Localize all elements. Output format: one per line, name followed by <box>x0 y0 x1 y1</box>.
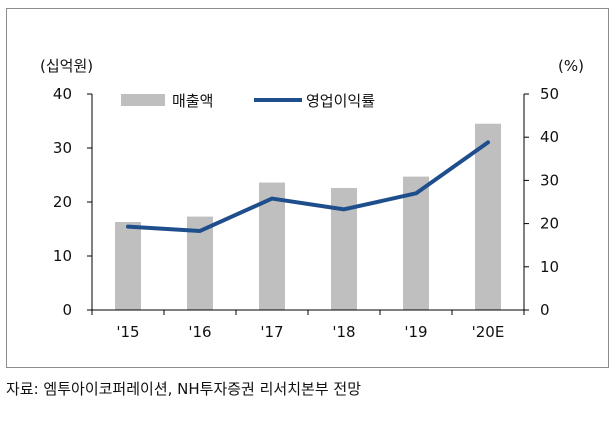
right-tick-label: 10 <box>540 258 559 276</box>
right-tick-label: 50 <box>540 85 559 103</box>
x-tick-label: '20E <box>472 323 505 341</box>
x-tick-label: '17 <box>260 323 283 341</box>
bar <box>115 221 141 310</box>
legend-bar-label: 매출액 <box>172 92 213 110</box>
bar <box>475 123 501 310</box>
x-tick-label: '15 <box>116 323 139 341</box>
right-axis-unit: (%) <box>558 57 584 75</box>
left-tick-label: 20 <box>53 193 72 211</box>
series-line <box>126 140 490 233</box>
x-tick-label: '19 <box>404 323 427 341</box>
right-tick-label: 40 <box>540 128 559 146</box>
left-axis-unit: (십억원) <box>40 57 93 75</box>
bar <box>403 176 429 310</box>
legend-bar-swatch <box>121 94 165 106</box>
left-tick-label: 40 <box>53 85 72 103</box>
x-tick-label: '18 <box>332 323 355 341</box>
right-tick-label: 30 <box>540 171 559 189</box>
left-tick-label: 0 <box>62 301 72 319</box>
left-tick-label: 30 <box>53 139 72 157</box>
source-note: 자료: 엠투아이코퍼레이션, NH투자증권 리서치본부 전망 <box>6 380 361 398</box>
x-tick-label: '16 <box>188 323 211 341</box>
left-tick-label: 10 <box>53 247 72 265</box>
legend-line-label: 영업이익률 <box>306 92 375 110</box>
right-tick-label: 0 <box>540 301 550 319</box>
right-tick-label: 20 <box>540 215 559 233</box>
chart-frame <box>6 8 609 368</box>
